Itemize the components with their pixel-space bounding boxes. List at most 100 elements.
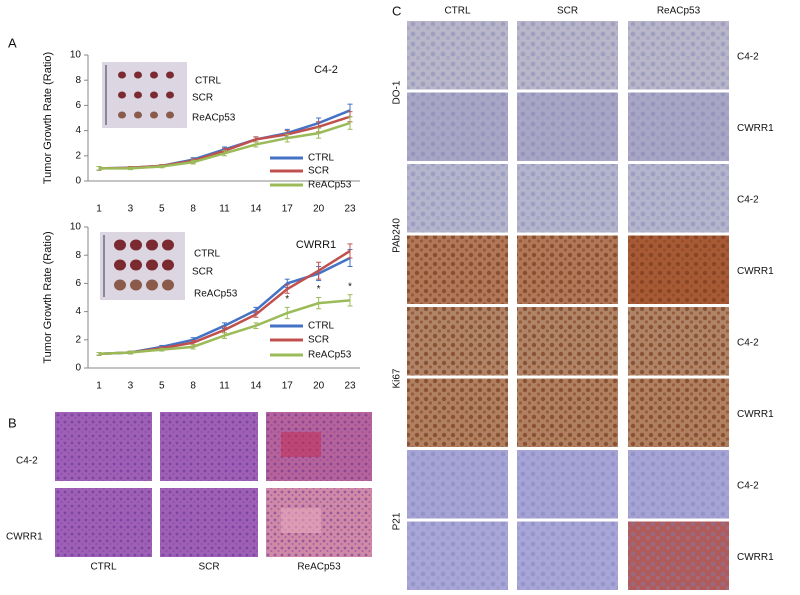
micrograph-texture [55, 412, 152, 481]
micrograph-texture [517, 378, 618, 447]
significance-mark: * [285, 294, 289, 305]
x-tick-label: 20 [313, 204, 325, 215]
y-tick-label: 10 [70, 50, 82, 61]
significance-mark: * [317, 284, 321, 295]
tumor [134, 91, 142, 99]
micrograph-texture [628, 307, 729, 376]
x-tick-label: 5 [159, 204, 165, 215]
tumor [118, 91, 126, 99]
y-tick-label: 4 [75, 125, 81, 136]
y-tick-label: 0 [75, 363, 81, 374]
chart-title: C4-2 [314, 64, 338, 76]
tumor [150, 71, 158, 79]
tumor [130, 239, 142, 251]
tumor [150, 91, 158, 99]
tumor [134, 111, 142, 119]
tumor [150, 111, 158, 119]
x-tick-label: 11 [219, 204, 230, 215]
y-tick-label: 6 [75, 100, 81, 111]
micrograph-texture [628, 450, 729, 519]
y-tick-label: 4 [75, 306, 81, 317]
row-label: CWRR1 [6, 532, 43, 543]
micrograph-texture [407, 307, 508, 376]
inset-label: ReACp53 [192, 113, 236, 124]
micrograph-texture [407, 450, 508, 519]
tumor [134, 71, 142, 79]
micrograph-texture [517, 521, 618, 590]
tumor [130, 259, 142, 271]
micrograph-texture [628, 92, 729, 161]
row-label: CWRR1 [737, 123, 774, 134]
chart-title: CWRR1 [296, 239, 336, 251]
x-tick-label: 20 [313, 381, 325, 392]
y-tick-label: 8 [75, 250, 81, 261]
x-tick-label: 1 [96, 381, 102, 392]
micrograph-texture [628, 235, 729, 304]
tumor [146, 239, 158, 251]
micrograph-texture [517, 450, 618, 519]
y-axis-label: Tumor Growth Rate (Ratio) [42, 231, 54, 363]
tumor [114, 279, 126, 291]
y-tick-label: 8 [75, 75, 81, 86]
micrograph-texture [628, 378, 729, 447]
x-tick-label: 8 [190, 204, 196, 215]
series-line [99, 121, 351, 170]
micrograph-texture [160, 488, 258, 557]
inset-label: ReACp53 [194, 289, 238, 300]
legend-label: ReACp53 [308, 350, 352, 361]
legend-label: CTRL [308, 321, 335, 332]
tumor [114, 239, 126, 251]
row-label: C4-2 [737, 194, 759, 205]
group-label: Ki67 [392, 368, 403, 388]
row-label: C4-2 [16, 456, 38, 467]
micrograph-texture [517, 164, 618, 233]
tumor [114, 259, 126, 271]
x-tick-label: 5 [159, 381, 165, 392]
legend-label: ReACp53 [308, 180, 352, 191]
series-line [98, 299, 351, 356]
stroma [281, 508, 321, 533]
panel-label: A [8, 35, 17, 50]
micrograph-texture [628, 521, 729, 590]
micrograph-texture [55, 488, 152, 557]
y-tick-label: 2 [75, 150, 81, 161]
micrograph-texture [628, 21, 729, 90]
row-label: C4-2 [737, 337, 759, 348]
tumor [118, 111, 126, 119]
row-label: C4-2 [737, 480, 759, 491]
tumor [162, 259, 174, 271]
tumor [162, 279, 174, 291]
inset-label: SCR [192, 93, 213, 104]
x-tick-label: 14 [250, 381, 262, 392]
micrograph-texture [407, 235, 508, 304]
micrograph-texture [407, 164, 508, 233]
micrograph-texture [160, 412, 258, 481]
tumor [166, 111, 174, 119]
x-tick-label: 17 [282, 381, 294, 392]
legend-label: SCR [308, 335, 329, 346]
column-label: CTRL [90, 562, 117, 573]
legend-label: SCR [308, 166, 329, 177]
micrograph-texture [517, 235, 618, 304]
group-label: P21 [392, 512, 403, 530]
panel-label: C [392, 3, 401, 18]
y-tick-label: 6 [75, 278, 81, 289]
x-tick-label: 23 [344, 381, 356, 392]
panel-label: B [8, 415, 17, 430]
x-tick-label: 17 [282, 204, 294, 215]
stroma [281, 432, 321, 457]
column-label: ReACp53 [657, 6, 701, 17]
tumor [166, 91, 174, 99]
inset-label: CTRL [195, 76, 222, 87]
x-tick-label: 3 [128, 204, 134, 215]
micrograph-texture [407, 378, 508, 447]
x-tick-label: 8 [190, 381, 196, 392]
inset-photo [102, 62, 187, 128]
tumor [162, 239, 174, 251]
inset-label: SCR [192, 267, 213, 278]
column-label: SCR [557, 6, 578, 17]
y-tick-label: 2 [75, 334, 81, 345]
x-tick-label: 14 [250, 204, 262, 215]
row-label: CWRR1 [737, 409, 774, 420]
